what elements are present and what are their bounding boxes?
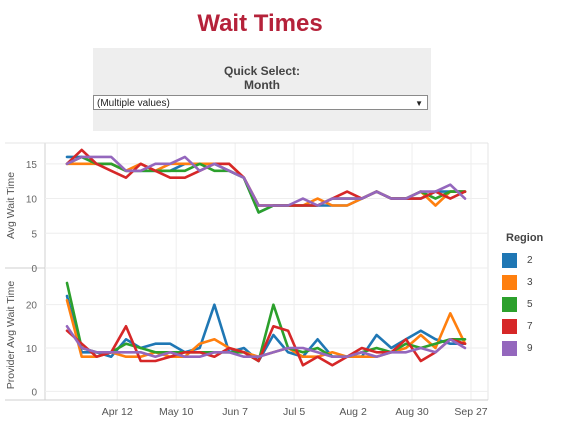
- legend-swatch: [502, 296, 517, 312]
- y-tick-label: 0: [31, 387, 37, 398]
- y-tick-label: 10: [26, 344, 38, 355]
- x-tick-label: Jun 7: [222, 406, 248, 418]
- y-axis-label: Provider Avg Wait Time: [5, 281, 17, 390]
- x-tick-label: Jul 5: [283, 406, 305, 418]
- chevron-down-icon[interactable]: ▼: [415, 99, 423, 108]
- legend-title: Region: [506, 232, 544, 244]
- legend-label: 3: [527, 276, 533, 288]
- month-dropdown[interactable]: (Multiple values) ▼: [93, 95, 428, 110]
- legend-item-region-9[interactable]: 9: [502, 337, 566, 359]
- page-title: Wait Times: [197, 10, 323, 37]
- wait-times-chart: 0 5 10 15 Avg Wait Time 0 10 20 Provider Avg Wai…: [5, 142, 489, 418]
- legend-item-region-2[interactable]: 2: [502, 249, 566, 271]
- y-tick-label: 15: [26, 160, 38, 171]
- quick-select-panel: Quick Select: Month (Multiple values) ▼: [93, 48, 431, 131]
- y-axis-label: Avg Wait Time: [5, 172, 17, 239]
- series-line-region-9: [65, 324, 467, 359]
- legend-item-region-5[interactable]: 5: [502, 293, 566, 315]
- legend-item-region-3[interactable]: 3: [502, 271, 566, 293]
- month-dropdown-value: (Multiple values): [97, 98, 170, 109]
- legend-swatch: [502, 340, 517, 356]
- x-tick-label: Aug 30: [395, 406, 428, 418]
- legend-swatch: [502, 318, 517, 334]
- y-tick-label: 5: [31, 229, 37, 240]
- series-line-region-7: [65, 324, 467, 367]
- legend-item-region-7[interactable]: 7: [502, 315, 566, 337]
- x-tick-label: Sep 27: [454, 406, 487, 418]
- legend-label: 7: [527, 320, 533, 332]
- series-line-region-9: [65, 155, 467, 207]
- x-tick-label: May 10: [159, 406, 194, 418]
- y-tick-label: 10: [26, 195, 38, 206]
- y-tick-label: 0: [31, 264, 37, 275]
- legend-label: 5: [527, 298, 533, 310]
- x-tick-label: Apr 12: [102, 406, 133, 418]
- y-tick-label: 20: [26, 301, 38, 312]
- series-line-region-2: [65, 155, 467, 214]
- x-tick-label: Aug 2: [339, 406, 367, 418]
- legend-swatch: [502, 252, 517, 268]
- region-legend: Region 2 3 5 7 9: [502, 232, 566, 359]
- series-line-region-5: [65, 155, 467, 214]
- legend-label: 2: [527, 254, 533, 266]
- legend-label: 9: [527, 342, 533, 354]
- series-line-region-7: [65, 148, 467, 207]
- legend-swatch: [502, 274, 517, 290]
- quick-select-label: Quick Select: Month: [223, 64, 301, 92]
